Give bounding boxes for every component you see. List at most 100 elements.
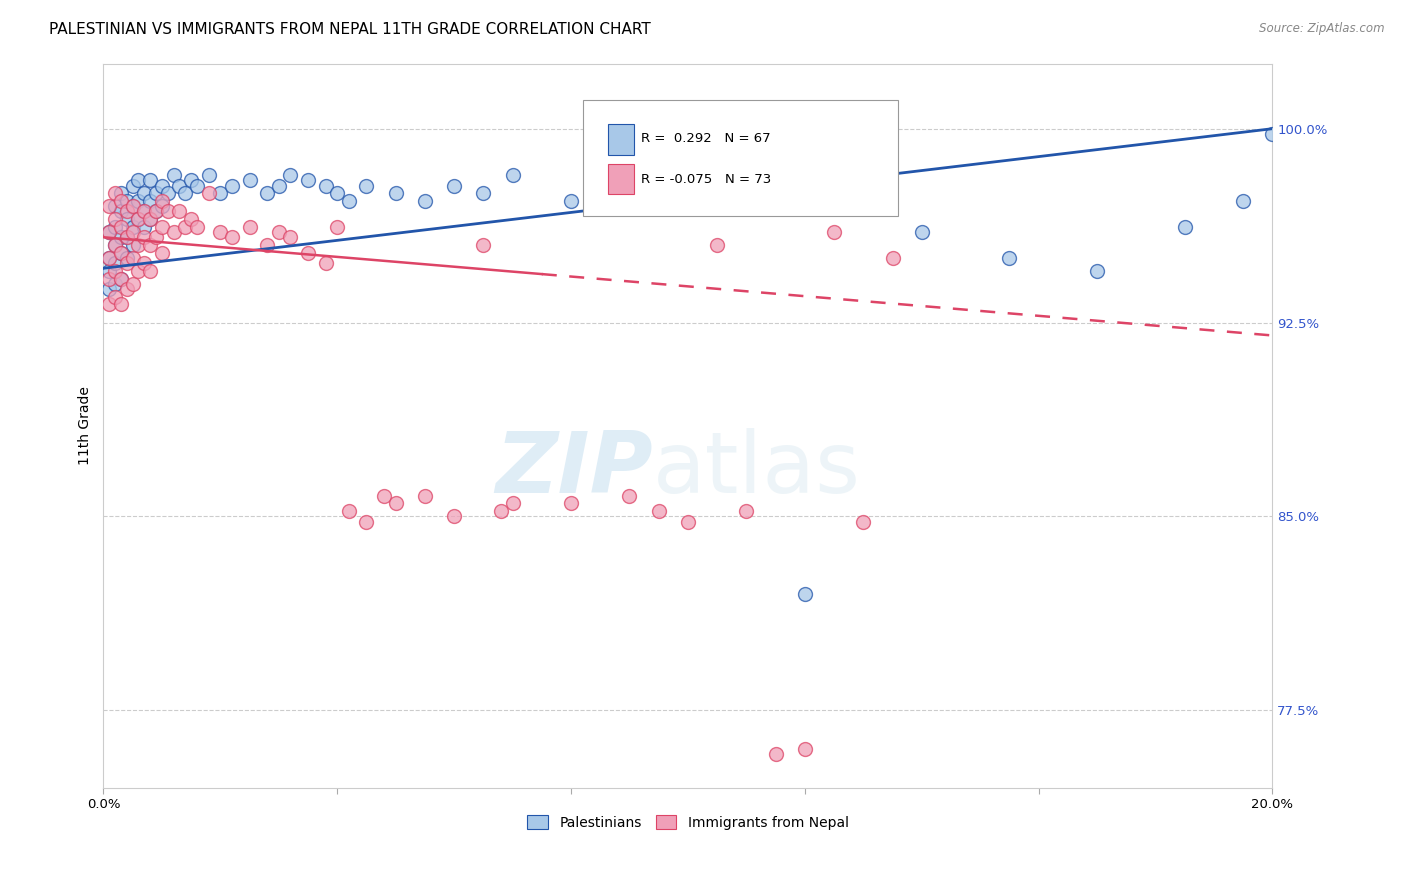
Point bbox=[315, 256, 337, 270]
Point bbox=[98, 225, 121, 239]
Point bbox=[297, 173, 319, 187]
Point bbox=[127, 212, 149, 227]
Point bbox=[1174, 219, 1197, 234]
Point bbox=[134, 186, 156, 201]
Point bbox=[852, 515, 875, 529]
Point bbox=[443, 178, 465, 193]
Point bbox=[337, 504, 360, 518]
Point bbox=[150, 219, 173, 234]
Point bbox=[619, 489, 641, 503]
Point bbox=[121, 199, 143, 213]
Point bbox=[121, 178, 143, 193]
Point bbox=[280, 230, 302, 244]
Point bbox=[765, 747, 787, 762]
Point bbox=[197, 186, 219, 201]
Point bbox=[98, 225, 121, 239]
Point bbox=[297, 245, 319, 260]
Point bbox=[413, 194, 436, 208]
Point bbox=[110, 186, 132, 201]
Point bbox=[221, 230, 243, 244]
Point bbox=[98, 199, 121, 213]
Point bbox=[134, 256, 156, 270]
Point bbox=[98, 251, 121, 265]
Point bbox=[156, 186, 179, 201]
Point bbox=[139, 212, 162, 227]
Text: ZIP: ZIP bbox=[495, 428, 652, 511]
Point bbox=[502, 496, 524, 510]
Point bbox=[139, 173, 162, 187]
Point bbox=[560, 496, 582, 510]
Point bbox=[104, 212, 127, 227]
Point bbox=[169, 178, 191, 193]
Point bbox=[472, 186, 495, 201]
Point bbox=[156, 204, 179, 219]
Point bbox=[384, 496, 406, 510]
Point bbox=[104, 238, 127, 252]
Point bbox=[1085, 264, 1108, 278]
Point bbox=[180, 212, 202, 227]
Point bbox=[104, 238, 127, 252]
Point bbox=[186, 178, 208, 193]
Point bbox=[121, 219, 143, 234]
Point bbox=[145, 204, 167, 219]
Text: R = -0.075   N = 73: R = -0.075 N = 73 bbox=[641, 173, 772, 186]
Point bbox=[115, 204, 138, 219]
Text: PALESTINIAN VS IMMIGRANTS FROM NEPAL 11TH GRADE CORRELATION CHART: PALESTINIAN VS IMMIGRANTS FROM NEPAL 11T… bbox=[49, 22, 651, 37]
Point bbox=[110, 271, 132, 285]
Point bbox=[127, 212, 149, 227]
Point bbox=[186, 219, 208, 234]
Point bbox=[121, 238, 143, 252]
Point bbox=[356, 515, 378, 529]
Point bbox=[197, 168, 219, 182]
Point bbox=[169, 204, 191, 219]
Point bbox=[998, 251, 1021, 265]
Point bbox=[121, 225, 143, 239]
Text: atlas: atlas bbox=[652, 428, 860, 511]
Point bbox=[793, 587, 815, 601]
Point bbox=[315, 178, 337, 193]
Point bbox=[174, 186, 197, 201]
Point bbox=[413, 489, 436, 503]
Point bbox=[180, 173, 202, 187]
Point bbox=[676, 515, 699, 529]
Point bbox=[110, 219, 132, 234]
Point bbox=[98, 251, 121, 265]
Point bbox=[356, 178, 378, 193]
Point bbox=[115, 282, 138, 296]
Point bbox=[209, 186, 232, 201]
Point bbox=[256, 186, 278, 201]
Y-axis label: 11th Grade: 11th Grade bbox=[79, 386, 93, 466]
Point bbox=[793, 742, 815, 756]
Point bbox=[134, 204, 156, 219]
Point bbox=[134, 219, 156, 234]
Point bbox=[104, 199, 127, 213]
Point bbox=[706, 238, 728, 252]
Point bbox=[209, 225, 232, 239]
Point bbox=[115, 230, 138, 244]
Point bbox=[162, 168, 184, 182]
Point bbox=[110, 271, 132, 285]
Point bbox=[676, 186, 699, 201]
Text: R =  0.292   N = 67: R = 0.292 N = 67 bbox=[641, 132, 770, 145]
Point bbox=[127, 194, 149, 208]
Point bbox=[145, 230, 167, 244]
Point bbox=[647, 504, 669, 518]
Point bbox=[502, 168, 524, 182]
Point bbox=[139, 264, 162, 278]
FancyBboxPatch shape bbox=[582, 100, 898, 216]
Point bbox=[560, 194, 582, 208]
Point bbox=[127, 264, 149, 278]
Point bbox=[326, 219, 349, 234]
Point bbox=[882, 251, 904, 265]
Point bbox=[110, 245, 132, 260]
Point bbox=[104, 256, 127, 270]
Point bbox=[373, 489, 395, 503]
Point bbox=[150, 199, 173, 213]
Point bbox=[110, 194, 132, 208]
Point bbox=[110, 204, 132, 219]
Point bbox=[115, 230, 138, 244]
Point bbox=[104, 277, 127, 291]
Point bbox=[150, 194, 173, 208]
Point bbox=[911, 225, 934, 239]
Point bbox=[162, 225, 184, 239]
